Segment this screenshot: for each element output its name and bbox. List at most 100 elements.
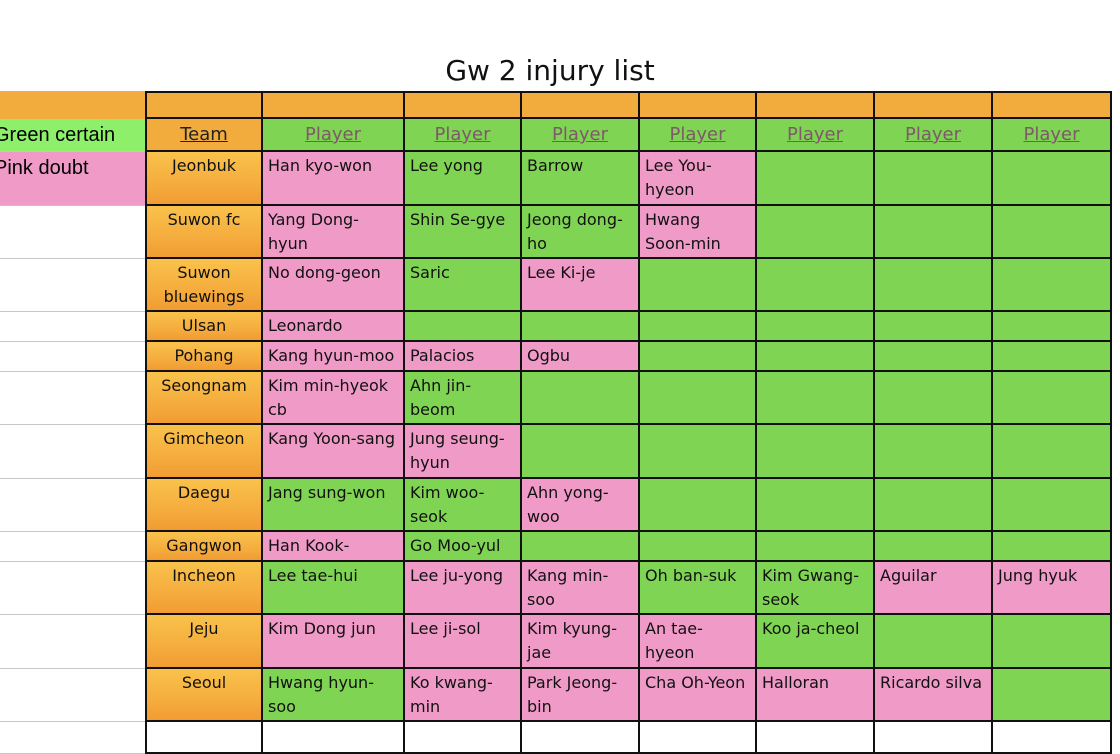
player-cell[interactable] [993, 312, 1112, 342]
player-cell[interactable]: Lee You-hyeon [640, 152, 757, 206]
player-cell[interactable]: Kim min-hyeok cb [263, 372, 405, 425]
player-cell[interactable] [993, 342, 1112, 372]
player-cell[interactable] [875, 615, 993, 669]
player-cell[interactable]: Lee Ki-je [522, 259, 640, 312]
player-cell[interactable]: No dong-geon [263, 259, 405, 312]
player-cell[interactable]: Hwang hyun-soo [263, 669, 405, 722]
player-cell[interactable]: Han kyo-won [263, 152, 405, 206]
player-cell[interactable] [875, 206, 993, 259]
team-cell[interactable]: Jeju [145, 615, 263, 669]
player-cell[interactable]: Lee ji-sol [405, 615, 522, 669]
player-cell[interactable] [875, 152, 993, 206]
player-cell[interactable] [640, 532, 757, 562]
header-player[interactable]: Player [993, 119, 1112, 152]
player-cell[interactable] [875, 312, 993, 342]
player-cell[interactable]: Jung hyuk [993, 562, 1112, 615]
player-cell[interactable] [522, 312, 640, 342]
blank-cell[interactable] [0, 615, 145, 669]
player-cell[interactable] [757, 425, 875, 479]
blank-cell[interactable] [0, 479, 145, 532]
player-cell[interactable] [875, 532, 993, 562]
player-cell[interactable]: Kim woo-seok [405, 479, 522, 532]
player-cell[interactable]: Kim Gwang-seok [757, 562, 875, 615]
player-cell[interactable] [522, 532, 640, 562]
player-cell[interactable]: Cha Oh-Yeon [640, 669, 757, 722]
player-cell[interactable]: Han Kook-young [263, 532, 405, 562]
player-cell[interactable]: Koo ja-cheol [757, 615, 875, 669]
team-cell[interactable]: Pohang [145, 342, 263, 372]
player-cell[interactable] [993, 372, 1112, 425]
player-cell[interactable] [993, 152, 1112, 206]
empty-cell[interactable] [993, 722, 1112, 754]
player-cell[interactable]: Park Jeong-bin [522, 669, 640, 722]
player-cell[interactable] [993, 206, 1112, 259]
header-player[interactable]: Player [757, 119, 875, 152]
player-cell[interactable]: Ahn jin-beom [405, 372, 522, 425]
player-cell[interactable]: Shin Se-gye [405, 206, 522, 259]
blank-cell[interactable] [0, 722, 145, 754]
blank-cell[interactable] [0, 206, 145, 259]
player-cell[interactable] [757, 372, 875, 425]
team-cell[interactable]: Gimcheon [145, 425, 263, 479]
empty-cell[interactable] [405, 722, 522, 754]
player-cell[interactable]: Kang min-soo [522, 562, 640, 615]
header-player[interactable]: Player [522, 119, 640, 152]
empty-cell[interactable] [145, 722, 263, 754]
player-cell[interactable]: Hwang Soon-min [640, 206, 757, 259]
player-cell[interactable] [757, 342, 875, 372]
player-cell[interactable]: Jang sung-won [263, 479, 405, 532]
blank-cell[interactable] [0, 669, 145, 722]
team-cell[interactable]: Gangwon [145, 532, 263, 562]
player-cell[interactable]: Ricardo silva [875, 669, 993, 722]
player-cell[interactable]: Ko kwang-min [405, 669, 522, 722]
header-player[interactable]: Player [263, 119, 405, 152]
player-cell[interactable] [757, 259, 875, 312]
player-cell[interactable]: An tae-hyeon [640, 615, 757, 669]
player-cell[interactable]: Kang hyun-moo [263, 342, 405, 372]
player-cell[interactable] [993, 425, 1112, 479]
blank-cell[interactable] [0, 562, 145, 615]
team-cell[interactable]: Seoul [145, 669, 263, 722]
player-cell[interactable]: Go Moo-yul [405, 532, 522, 562]
player-cell[interactable]: Yang Dong-hyun [263, 206, 405, 259]
empty-cell[interactable] [640, 722, 757, 754]
player-cell[interactable] [757, 532, 875, 562]
player-cell[interactable] [875, 479, 993, 532]
team-cell[interactable]: Incheon [145, 562, 263, 615]
team-cell[interactable]: Seongnam [145, 372, 263, 425]
player-cell[interactable] [640, 312, 757, 342]
team-cell[interactable]: Ulsan [145, 312, 263, 342]
player-cell[interactable]: Lee tae-hui [263, 562, 405, 615]
player-cell[interactable] [993, 532, 1112, 562]
blank-cell[interactable] [0, 259, 145, 312]
player-cell[interactable] [757, 206, 875, 259]
player-cell[interactable] [522, 372, 640, 425]
player-cell[interactable]: Halloran [757, 669, 875, 722]
team-cell[interactable]: Suwon fc [145, 206, 263, 259]
blank-cell[interactable] [0, 342, 145, 372]
player-cell[interactable] [993, 669, 1112, 722]
empty-cell[interactable] [875, 722, 993, 754]
player-cell[interactable] [757, 479, 875, 532]
blank-cell[interactable] [0, 425, 145, 479]
player-cell[interactable]: Palacios [405, 342, 522, 372]
player-cell[interactable] [993, 479, 1112, 532]
player-cell[interactable]: Lee yong [405, 152, 522, 206]
header-player[interactable]: Player [875, 119, 993, 152]
player-cell[interactable] [993, 615, 1112, 669]
player-cell[interactable]: Barrow [522, 152, 640, 206]
player-cell[interactable] [757, 152, 875, 206]
player-cell[interactable]: Lee ju-yong [405, 562, 522, 615]
team-cell[interactable]: Suwon bluewings [145, 259, 263, 312]
empty-cell[interactable] [757, 722, 875, 754]
empty-cell[interactable] [263, 722, 405, 754]
legend-certain[interactable]: Green certain [0, 119, 145, 152]
player-cell[interactable]: Aguilar [875, 562, 993, 615]
player-cell[interactable]: Oh ban-suk [640, 562, 757, 615]
player-cell[interactable]: Leonardo [263, 312, 405, 342]
player-cell[interactable] [640, 259, 757, 312]
header-player[interactable]: Player [640, 119, 757, 152]
player-cell[interactable] [640, 425, 757, 479]
player-cell[interactable] [640, 342, 757, 372]
player-cell[interactable] [875, 372, 993, 425]
